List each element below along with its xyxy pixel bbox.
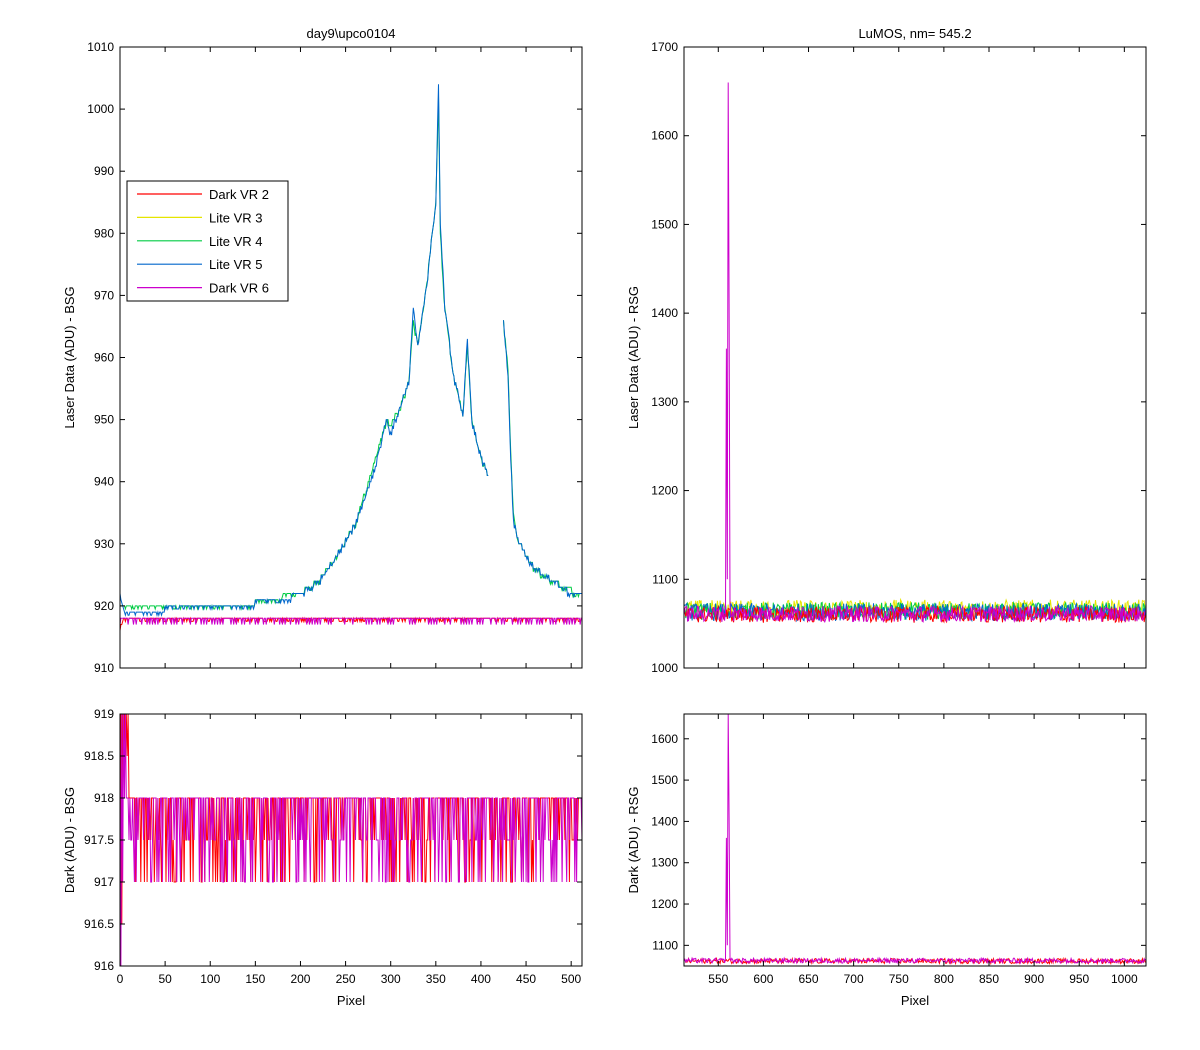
x-axis-label: Pixel (901, 993, 929, 1008)
y-axis-label: Dark (ADU) - RSG (626, 787, 641, 894)
y-tick-label: 1700 (651, 40, 678, 54)
y-tick-label: 1010 (87, 40, 114, 54)
y-tick-label: 1200 (651, 897, 678, 911)
x-tick-label: 1000 (1111, 972, 1138, 986)
y-tick-label: 1200 (651, 484, 678, 498)
x-axis-label: Pixel (337, 993, 365, 1008)
x-tick-label: 300 (381, 972, 401, 986)
y-tick-label: 1000 (87, 102, 114, 116)
legend-label: Lite VR 3 (209, 210, 262, 225)
y-tick-label: 1100 (652, 572, 678, 586)
y-tick-label: 916.5 (84, 917, 114, 931)
y-tick-label: 916 (94, 959, 114, 973)
y-tick-label: 917 (94, 875, 114, 889)
series-line-lite-vr-5 (120, 84, 489, 617)
x-tick-label: 500 (561, 972, 581, 986)
axes-frame (683, 713, 1147, 967)
y-tick-label: 950 (94, 413, 114, 427)
plot-area (684, 714, 1146, 966)
series-line-dark-vr-6 (120, 714, 582, 966)
y-tick-label: 1300 (651, 395, 678, 409)
x-tick-label: 850 (979, 972, 999, 986)
chart-title: LuMOS, nm= 545.2 (858, 26, 971, 41)
y-tick-label: 1400 (651, 814, 678, 828)
x-tick-label: 100 (200, 972, 220, 986)
chart-bl: 0 50 100 150 200 250 300 350 400 450 500 916 916.5 91… (62, 707, 583, 1008)
x-tick-label: 0 (117, 972, 124, 986)
chart-br: 550 600 650 700 750 800 850 900 950 1000 1100 1200 1… (626, 713, 1147, 1008)
y-tick-label: 960 (94, 351, 114, 365)
y-tick-label: 1600 (651, 732, 678, 746)
y-tick-label: 1400 (651, 306, 678, 320)
y-tick-label: 920 (94, 599, 114, 613)
y-tick-label: 970 (94, 288, 114, 302)
legend-label: Lite VR 5 (209, 257, 262, 272)
legend-label: Dark VR 2 (209, 187, 269, 202)
plot-area (684, 47, 1146, 668)
plot-area (120, 47, 582, 668)
x-tick-label: 700 (844, 972, 864, 986)
x-tick-label: 50 (158, 972, 172, 986)
y-tick-label: 980 (94, 226, 114, 240)
series-group (120, 714, 582, 966)
legend-label: Lite VR 4 (209, 234, 262, 249)
x-tick-label: 650 (799, 972, 819, 986)
y-axis-label: Laser Data (ADU) - BSG (62, 286, 77, 428)
x-tick-label: 550 (708, 972, 728, 986)
x-tick-label: 350 (426, 972, 446, 986)
y-tick-label: 990 (94, 164, 114, 178)
x-tick-label: 150 (245, 972, 265, 986)
y-axis-label: Dark (ADU) - BSG (62, 787, 77, 893)
y-tick-label: 918.5 (84, 749, 114, 763)
legend-label: Dark VR 6 (209, 281, 269, 296)
series-line-lite-vr-5 (503, 320, 582, 599)
chart-tr: 1000 1100 1200 1300 1400 1500 1600 1700 LuMOS, n… (626, 26, 1147, 675)
series-line-dark-vr-6 (684, 82, 1146, 624)
x-tick-label: 400 (471, 972, 491, 986)
y-tick-label: 930 (94, 537, 114, 551)
x-tick-label: 450 (516, 972, 536, 986)
y-tick-label: 1000 (651, 661, 678, 675)
x-tick-label: 750 (889, 972, 909, 986)
y-tick-label: 918 (94, 791, 114, 805)
series-group (684, 714, 1146, 966)
y-axis-label: Laser Data (ADU) - RSG (626, 286, 641, 429)
y-tick-label: 910 (94, 661, 114, 675)
chart-title: day9\upco0104 (307, 26, 396, 41)
chart-tl: 910 920 930 940 950 960 970 980 990 1000 1010 day9\… (62, 26, 583, 675)
series-group (684, 82, 1146, 624)
series-group (120, 84, 582, 631)
y-tick-label: 1500 (651, 217, 678, 231)
x-tick-label: 600 (753, 972, 773, 986)
x-tick-label: 250 (336, 972, 356, 986)
axes-frame (683, 46, 1147, 669)
y-tick-label: 917.5 (84, 833, 114, 847)
x-tick-label: 900 (1024, 972, 1044, 986)
y-tick-label: 1500 (651, 773, 678, 787)
series-line-dark-vr-6 (120, 617, 582, 625)
y-tick-label: 919 (94, 707, 114, 721)
x-tick-label: 800 (934, 972, 954, 986)
x-tick-label: 200 (290, 972, 310, 986)
x-tick-label: 950 (1069, 972, 1089, 986)
legend: Dark VR 2 Lite VR 3 Lite VR 4 Lite VR 5 Dark… (126, 180, 289, 302)
y-tick-label: 1100 (652, 938, 678, 952)
y-tick-label: 1300 (651, 856, 678, 870)
series-line-dark-vr-6 (684, 714, 1146, 965)
y-tick-label: 940 (94, 475, 114, 489)
y-tick-label: 1600 (651, 129, 678, 143)
